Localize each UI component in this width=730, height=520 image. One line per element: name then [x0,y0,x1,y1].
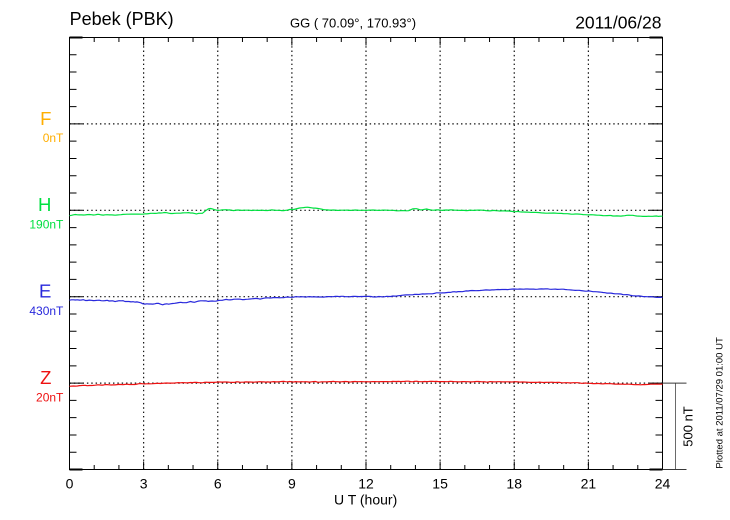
svg-text:2011/06/28: 2011/06/28 [575,13,661,33]
svg-text:24: 24 [655,475,671,491]
svg-text:0: 0 [66,475,74,491]
svg-text:Z: Z [40,367,51,388]
svg-text:12: 12 [358,475,374,491]
svg-text:18: 18 [506,475,522,491]
svg-text:21: 21 [581,475,597,491]
svg-text:Plotted at 2011/07/29 01:00 UT: Plotted at 2011/07/29 01:00 UT [714,337,725,469]
svg-text:6: 6 [214,475,222,491]
svg-text:U T (hour): U T (hour) [334,492,397,508]
svg-text:E: E [39,281,51,302]
svg-text:H: H [38,194,51,215]
svg-text:430nT: 430nT [29,304,64,318]
svg-text:F: F [40,108,51,129]
svg-text:20nT: 20nT [36,390,64,404]
svg-text:Pebek (PBK): Pebek (PBK) [70,9,174,29]
svg-text:15: 15 [432,475,448,491]
svg-text:500 nT: 500 nT [680,406,695,447]
svg-text:GG ( 70.09°, 170.93°): GG ( 70.09°, 170.93°) [290,16,416,31]
svg-text:3: 3 [140,475,148,491]
svg-text:0nT: 0nT [43,131,64,145]
svg-text:190nT: 190nT [29,218,64,232]
svg-text:9: 9 [288,475,296,491]
